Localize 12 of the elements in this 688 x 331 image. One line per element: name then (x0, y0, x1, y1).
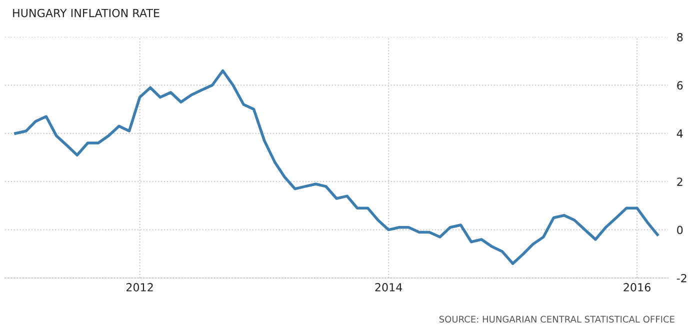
line-series (14, 69, 659, 265)
x-tick-label: 2014 (375, 283, 402, 292)
y-tick-label: 8 (677, 32, 683, 42)
x-tick-label: 2012 (126, 283, 153, 292)
y-tick-label: -2 (676, 274, 686, 282)
x-tick-label: 2016 (624, 283, 650, 292)
chart-title: HUNGARY INFLATION RATE (13, 8, 160, 18)
y-tick-label: 6 (677, 81, 683, 90)
y-tick-label: 2 (677, 178, 682, 186)
y-tick-label: 4 (676, 130, 683, 138)
source-note: SOURCE: HUNGARIAN CENTRAL STATISTICAL OFFICE (439, 316, 674, 323)
y-tick-label: 0 (677, 226, 683, 234)
